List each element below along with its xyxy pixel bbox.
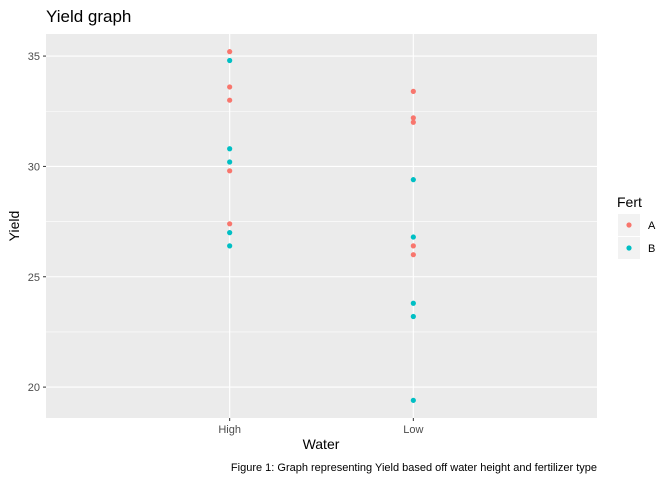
data-point-b: [410, 313, 416, 320]
x-axis-title: Water: [303, 436, 340, 452]
figure-caption: Figure 1: Graph representing Yield based…: [231, 462, 597, 474]
data-point-b: [410, 300, 416, 306]
legend-key-point: [626, 245, 632, 251]
data-point-b: [227, 57, 233, 64]
data-point-b: [227, 243, 233, 249]
y-tick-label: 30: [28, 161, 40, 173]
x-tick-label: High: [218, 424, 241, 436]
x-axis-ticks: High Low: [218, 418, 423, 436]
data-point-b: [227, 146, 233, 152]
y-tick-label: 20: [28, 382, 40, 394]
x-tick-label: Low: [403, 424, 423, 436]
y-axis-ticks: 20 25 30 35: [28, 51, 46, 394]
data-point-a: [410, 119, 416, 125]
legend-label: B: [648, 243, 655, 255]
data-point-a: [227, 97, 233, 103]
data-point-a: [410, 88, 416, 94]
data-point-a: [410, 115, 416, 121]
major-gridlines: [46, 34, 597, 418]
data-point-a: [227, 168, 233, 174]
y-axis-title: Yield: [6, 211, 22, 242]
legend-items: AB: [618, 214, 656, 259]
legend-label: A: [648, 220, 656, 232]
chart-title: Yield graph: [46, 7, 131, 26]
legend-title: Fert: [617, 194, 642, 210]
data-point-b: [410, 177, 416, 183]
y-tick-label: 25: [28, 272, 40, 284]
data-point-b: [227, 159, 233, 165]
data-point-b: [227, 230, 233, 236]
data-point-a: [227, 49, 233, 55]
data-point-a: [410, 243, 416, 249]
minor-gridlines: [46, 110, 597, 333]
data-point-a: [410, 252, 416, 258]
y-tick-label: 35: [28, 51, 40, 63]
data-points: [227, 49, 416, 403]
data-point-a: [227, 84, 233, 90]
legend-key-point: [626, 222, 632, 228]
plot-panel: [46, 34, 597, 418]
legend: Fert AB: [617, 194, 656, 259]
data-point-b: [410, 397, 416, 403]
data-point-a: [227, 221, 233, 227]
data-point-b: [410, 234, 416, 240]
